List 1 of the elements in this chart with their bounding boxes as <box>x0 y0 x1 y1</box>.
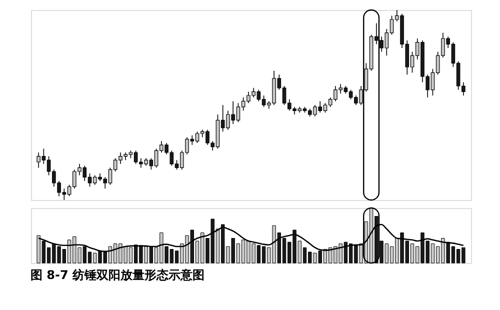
text: 图 8-7 纺锤双阳放量形态示意图 <box>30 268 205 282</box>
